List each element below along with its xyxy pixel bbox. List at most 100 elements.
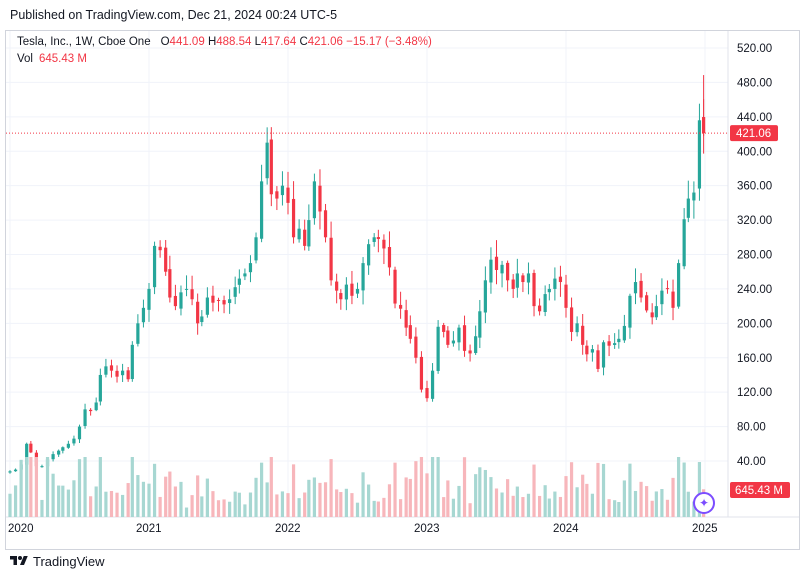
volume-bar: [398, 499, 403, 517]
volume-bar: [697, 462, 702, 517]
volume-bar: [547, 498, 551, 517]
volume-bar: [184, 507, 189, 517]
volume-bar: [382, 497, 386, 517]
volume-bar: [628, 463, 632, 517]
candle-body: [521, 275, 525, 283]
volume-bar: [205, 478, 209, 517]
volume-bar: [164, 476, 168, 517]
volume-badge-label: 645.43 M: [735, 485, 783, 497]
candle-body: [200, 316, 204, 323]
candle-body: [645, 295, 649, 311]
x-tick-label: 2025: [692, 523, 718, 535]
volume-bar: [259, 462, 264, 517]
volume-bar: [66, 489, 70, 517]
volume-bar: [29, 457, 33, 517]
candle-body: [575, 323, 579, 333]
candle-body: [511, 279, 515, 289]
candle-body: [393, 269, 397, 304]
candle-body: [339, 293, 343, 300]
candle-body: [222, 300, 226, 305]
candle-body: [228, 299, 232, 304]
volume-bar: [419, 457, 424, 517]
candle-body: [307, 220, 311, 247]
volume-bar: [57, 485, 61, 517]
candle-body: [425, 388, 429, 399]
y-tick-label: 40.00: [737, 456, 766, 468]
published-text: Published on TradingView.com, Dec 21, 20…: [10, 8, 338, 22]
candle-body: [622, 325, 626, 341]
y-tick-label: 280.00: [737, 250, 772, 262]
y-tick-label: 80.00: [737, 422, 766, 434]
low-value: 417.64: [261, 36, 297, 48]
volume-bar: [355, 502, 360, 517]
candle-body: [617, 338, 621, 343]
volume-bar: [489, 477, 493, 517]
candle-body: [57, 450, 61, 455]
candle-body: [639, 280, 643, 298]
volume-bar: [19, 459, 23, 517]
volume-bar: [77, 459, 82, 517]
volume-bar: [682, 462, 686, 517]
close-label: C: [299, 36, 308, 48]
candle-body: [558, 276, 563, 283]
candle-body: [126, 370, 130, 380]
candle-body: [585, 345, 589, 355]
volume-bar: [248, 492, 253, 517]
candle-body: [613, 343, 617, 345]
volume-bar: [173, 486, 178, 517]
x-tick-label: 2021: [136, 523, 162, 535]
volume-bar: [83, 457, 87, 517]
candle-body: [205, 297, 209, 315]
y-tick-label: 400.00: [737, 146, 772, 158]
candle-body: [40, 466, 44, 468]
volume-bar: [297, 498, 301, 517]
candle-body: [414, 336, 418, 358]
volume-bar: [361, 472, 365, 517]
candle-body: [581, 325, 585, 345]
volume-bar: [676, 457, 681, 517]
volume-bar: [13, 485, 18, 517]
candle-body: [323, 210, 328, 238]
volume-bar: [692, 501, 696, 517]
volume-bar: [425, 473, 429, 517]
volume-bar: [216, 500, 221, 517]
candle-body: [697, 120, 702, 189]
volume-bar: [303, 492, 307, 517]
x-tick-label: 2022: [275, 523, 301, 535]
y-tick-label: 320.00: [737, 215, 772, 227]
volume-bar: [500, 492, 504, 517]
candle-body: [152, 245, 157, 288]
last-price-badge: [730, 125, 778, 142]
y-tick-label: 440.00: [737, 112, 772, 124]
candle-body: [676, 263, 681, 307]
y-tick-label: 480.00: [737, 77, 772, 89]
volume-bar: [511, 495, 515, 517]
candle-body: [372, 237, 376, 242]
candle-body: [489, 259, 493, 283]
sparkle-icon[interactable]: ✦: [693, 492, 715, 514]
volume-bar: [89, 496, 93, 517]
volume-bar: [408, 478, 412, 517]
volume-bar: [350, 493, 354, 517]
candle-body: [329, 237, 333, 281]
candle-body: [478, 311, 482, 338]
volume-bar: [585, 483, 589, 517]
volume-bar: [228, 501, 232, 517]
tradingview-footer: TradingView: [10, 551, 105, 571]
volume-bar: [607, 499, 611, 517]
open-label: O: [160, 36, 170, 48]
volume-bar: [532, 464, 536, 517]
volume-bar: [478, 467, 482, 517]
candle-body: [682, 219, 686, 267]
volume-bar: [521, 497, 525, 517]
candle-body: [51, 454, 55, 460]
candle-body: [344, 284, 348, 300]
tradingview-logo-icon: [10, 556, 28, 565]
candle-body: [515, 273, 519, 288]
candle-body: [89, 409, 93, 412]
y-tick-label: 520.00: [737, 43, 772, 55]
volume-bar: [645, 486, 649, 517]
high-value: 488.54: [216, 36, 252, 48]
volume-bar: [291, 464, 296, 517]
